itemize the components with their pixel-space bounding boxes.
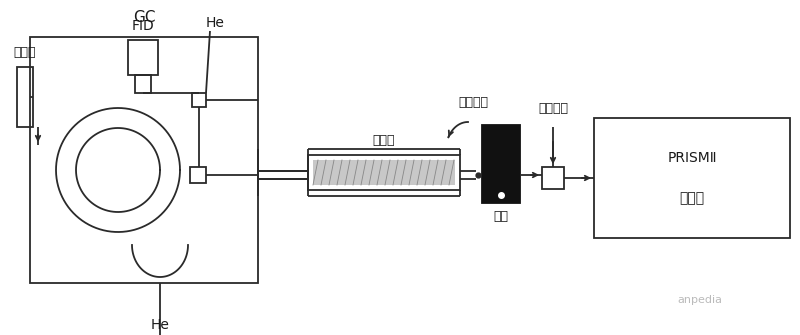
Text: 参比气体: 参比气体 [538,102,568,115]
Bar [17,67,33,127]
Text: He: He [206,16,225,30]
Bar [192,93,206,107]
Text: He: He [150,318,170,332]
Bar [135,75,151,93]
Text: 注样器: 注样器 [14,46,36,59]
Bar [482,125,520,203]
Text: anpedia: anpedia [678,295,722,305]
Bar [594,118,790,238]
Bar [128,40,158,75]
Text: 冷饼: 冷饼 [494,210,509,223]
Text: 燃烧炉: 燃烧炉 [373,134,395,147]
Bar [190,167,206,183]
Bar [30,37,258,283]
Bar [313,160,455,185]
Text: 质谱仪: 质谱仪 [679,191,705,205]
Text: PRISMⅡ: PRISMⅡ [667,151,717,165]
Text: 开口分流: 开口分流 [458,96,488,110]
Text: GC: GC [133,9,155,24]
Bar [308,155,460,190]
Bar [542,167,564,189]
Text: FID: FID [132,19,154,33]
